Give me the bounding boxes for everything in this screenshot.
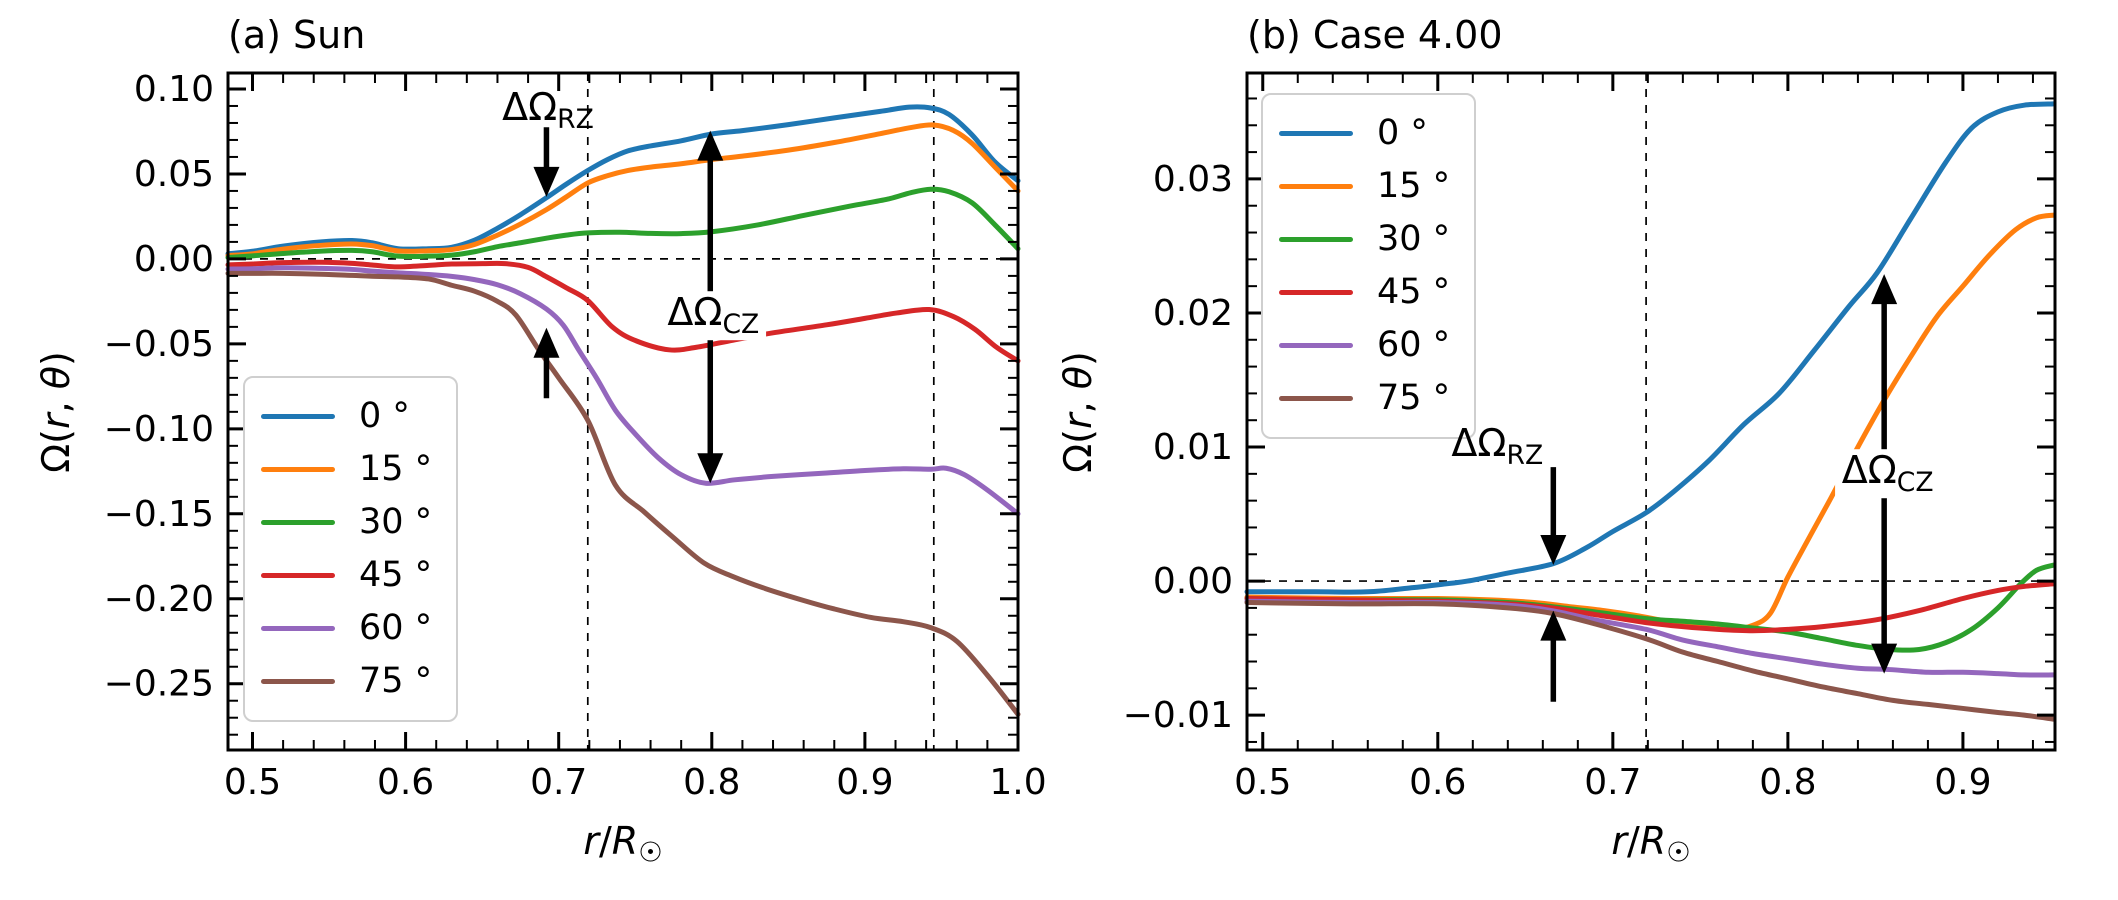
arrowhead bbox=[533, 166, 560, 197]
legend-label: 30 ° bbox=[359, 502, 433, 542]
panel-b: 0.5 0.6 0.7 0.8 0.9 0.03 0.02 0.01 0.00 −0.01 bbox=[1123, 71, 2057, 803]
x-tick-label: 0.6 bbox=[1409, 762, 1466, 803]
series-line-75deg bbox=[1244, 600, 2057, 722]
axis-ticks bbox=[228, 73, 1020, 750]
legend-item-30deg: 30 ° bbox=[261, 496, 432, 549]
y-tick-label: 0.01 bbox=[1153, 427, 1233, 468]
y-tick-label: −0.20 bbox=[104, 579, 214, 620]
arrowhead bbox=[1540, 534, 1567, 565]
legend-item-30deg: 30 ° bbox=[1279, 213, 1450, 266]
legend-line-sample bbox=[261, 573, 335, 578]
legend-line-sample bbox=[1279, 396, 1353, 401]
axes-spines bbox=[1245, 71, 2057, 752]
legend-item-45deg: 45 ° bbox=[1279, 266, 1450, 319]
legend-label: 0 ° bbox=[1377, 113, 1428, 153]
x-tick-label: 0.7 bbox=[1584, 762, 1641, 803]
tick-labels: 0.5 0.6 0.7 0.8 0.9 0.03 0.02 0.01 0.00 −0.01 bbox=[1123, 159, 1992, 803]
series-line-45deg bbox=[225, 259, 1021, 364]
panel-a: 0.5 0.6 0.7 0.8 0.9 1.0 0.10 0.05 0.00 −0.05 −0.10… bbox=[104, 69, 1047, 803]
delta-omega-rz-a-label: ΔΩRZ bbox=[502, 85, 594, 136]
y-tick-label: −0.01 bbox=[1123, 695, 1233, 736]
tick-labels: 0.5 0.6 0.7 0.8 0.9 1.0 0.10 0.05 0.00 −0.05 −0.10… bbox=[104, 69, 1047, 803]
legend-label: 75 ° bbox=[359, 661, 433, 701]
y-tick-label: 0.00 bbox=[134, 239, 214, 280]
y-tick-label: −0.15 bbox=[104, 494, 214, 535]
panel-a-title: (a) Sun bbox=[228, 13, 366, 57]
x-tick-label: 0.5 bbox=[224, 762, 281, 803]
y-tick-label: −0.05 bbox=[104, 324, 214, 365]
delta-omega-rz-b-label: ΔΩRZ bbox=[1451, 421, 1544, 472]
x-tick-label: 0.8 bbox=[1759, 762, 1816, 803]
legend-line-sample bbox=[261, 679, 335, 684]
x-tick-label: 0.7 bbox=[530, 762, 587, 803]
delta-omega-cz-a-label: ΔΩCZ bbox=[660, 291, 767, 341]
legend-line-sample bbox=[1279, 237, 1353, 242]
legend-line-sample bbox=[1279, 290, 1353, 295]
x-tick-label: 0.9 bbox=[1934, 762, 1991, 803]
arrowhead bbox=[1871, 643, 1898, 674]
axis-ticks bbox=[1247, 73, 2055, 750]
x-tick-label: 0.6 bbox=[377, 762, 434, 803]
series-line-60deg bbox=[225, 265, 1021, 517]
legend-item-45deg: 45 ° bbox=[261, 549, 432, 602]
x-tick-label: 0.5 bbox=[1234, 762, 1291, 803]
legend-line-sample bbox=[261, 414, 335, 419]
legend-line-sample bbox=[1279, 131, 1353, 136]
arrowhead bbox=[1871, 274, 1898, 305]
legend-line-sample bbox=[261, 626, 335, 631]
arrowhead bbox=[1540, 610, 1567, 641]
panel-a-legend: 0 ° 15 ° 30 ° 45 ° 60 ° 75 ° bbox=[243, 376, 459, 722]
panel-b-legend: 0 ° 15 ° 30 ° 45 ° 60 ° 75 ° bbox=[1261, 93, 1477, 439]
legend-item-15deg: 15 ° bbox=[1279, 160, 1450, 213]
y-tick-label: 0.03 bbox=[1153, 159, 1233, 200]
legend-line-sample bbox=[1279, 184, 1353, 189]
legend-label: 75 ° bbox=[1377, 378, 1451, 418]
legend-label: 30 ° bbox=[1377, 219, 1451, 259]
legend-item-60deg: 60 ° bbox=[1279, 319, 1450, 372]
legend-item-0deg: 0 ° bbox=[1279, 107, 1450, 160]
arrowhead bbox=[697, 130, 724, 161]
y-tick-label: 0.00 bbox=[1153, 561, 1233, 602]
y-tick-label: 0.05 bbox=[134, 154, 214, 195]
x-tick-label: 0.9 bbox=[836, 762, 893, 803]
legend-label: 15 ° bbox=[359, 449, 433, 489]
series-line-0deg bbox=[1244, 101, 2057, 595]
panel-a-y-axis-label: Ω(r, θ) bbox=[34, 351, 78, 473]
panel-b-x-axis-label: r/R☉ bbox=[1611, 819, 1691, 869]
legend-item-0deg: 0 ° bbox=[261, 390, 432, 443]
series-line-15deg bbox=[225, 122, 1021, 259]
legend-line-sample bbox=[261, 467, 335, 472]
delta-omega-cz-b-label: ΔΩCZ bbox=[1834, 449, 1941, 499]
series-line-0deg bbox=[225, 104, 1021, 257]
annotation-arrows bbox=[1540, 274, 1898, 702]
legend-item-75deg: 75 ° bbox=[261, 655, 432, 708]
legend-label: 0 ° bbox=[359, 396, 410, 436]
legend-label: 45 ° bbox=[359, 555, 433, 595]
legend-item-60deg: 60 ° bbox=[261, 602, 432, 655]
x-tick-label: 0.8 bbox=[683, 762, 740, 803]
arrowhead bbox=[697, 453, 724, 484]
legend-label: 45 ° bbox=[1377, 272, 1451, 312]
legend-label: 60 ° bbox=[359, 608, 433, 648]
series-line-30deg bbox=[225, 186, 1021, 261]
y-tick-label: −0.10 bbox=[104, 409, 214, 450]
legend-line-sample bbox=[1279, 343, 1353, 348]
legend-label: 60 ° bbox=[1377, 325, 1451, 365]
series-line-75deg bbox=[225, 270, 1021, 717]
panel-b-title: (b) Case 4.00 bbox=[1247, 13, 1503, 57]
legend-item-15deg: 15 ° bbox=[261, 443, 432, 496]
y-tick-label: 0.02 bbox=[1153, 293, 1233, 334]
panel-a-x-axis-label: r/R☉ bbox=[583, 819, 663, 869]
y-tick-label: −0.25 bbox=[104, 664, 214, 705]
x-tick-label: 1.0 bbox=[989, 762, 1046, 803]
legend-line-sample bbox=[261, 520, 335, 525]
y-tick-label: 0.10 bbox=[134, 69, 214, 110]
legend-label: 15 ° bbox=[1377, 166, 1451, 206]
legend-item-75deg: 75 ° bbox=[1279, 372, 1450, 425]
arrowhead bbox=[533, 327, 560, 358]
panel-b-y-axis-label: Ω(r, θ) bbox=[1056, 351, 1100, 473]
